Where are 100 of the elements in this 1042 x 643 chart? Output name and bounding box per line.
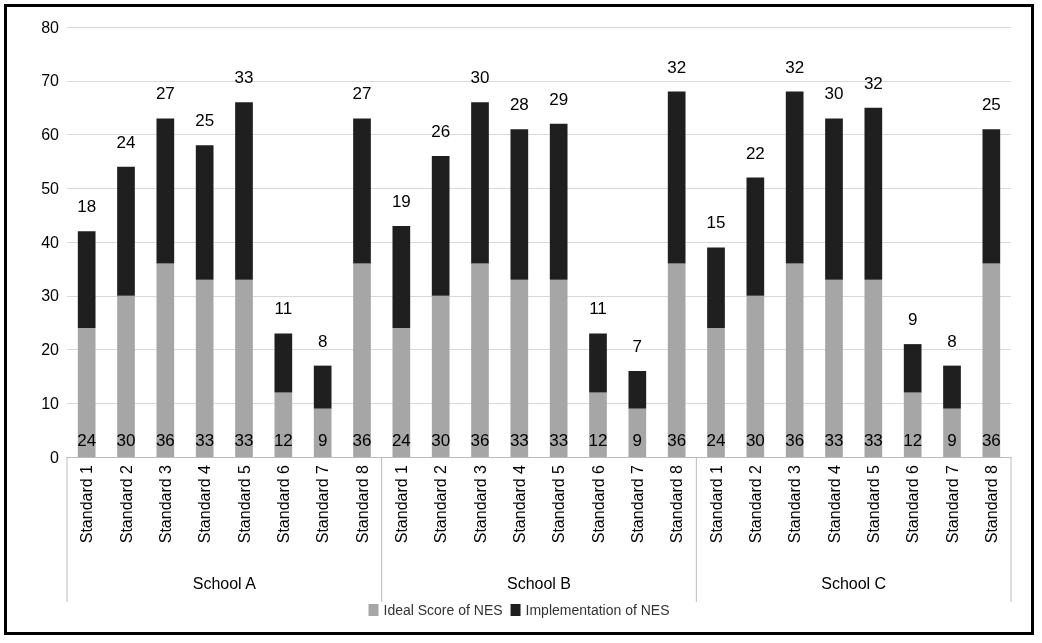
text: School B: [506, 574, 572, 592]
bar: [785, 263, 804, 457]
data-label: 9: [947, 431, 957, 450]
data-label: 11: [589, 299, 607, 319]
bar: [77, 231, 96, 328]
data-label: 32: [863, 73, 883, 93]
data-label: 33: [195, 431, 215, 450]
bar: [431, 295, 450, 457]
y-tick-label: 70: [41, 72, 60, 90]
data-label: 9: [632, 431, 643, 450]
data-label: 30: [745, 431, 765, 450]
bar: [471, 102, 489, 264]
bar: [313, 408, 332, 457]
bar: [825, 118, 843, 280]
x-tick-label: Standard 3: [156, 464, 174, 544]
data-label: 36: [785, 431, 805, 450]
data-label: 8: [947, 331, 957, 351]
data-label: 36: [981, 431, 1001, 450]
x-tick-label: Standard 1: [78, 464, 96, 544]
bar: [982, 263, 1001, 457]
data-label: 33: [234, 68, 254, 88]
bar: [943, 365, 961, 409]
x-tick-label: Standard 1: [707, 464, 725, 544]
bar: [117, 295, 135, 457]
data-label: 29: [549, 89, 569, 109]
bar: [117, 166, 135, 296]
x-tick-label: Standard 4: [196, 464, 214, 544]
bar: [903, 392, 922, 457]
bar: [667, 263, 686, 457]
data-label: 8: [317, 331, 328, 351]
bar: [667, 91, 686, 264]
data-label: 33: [234, 431, 254, 450]
text: School A: [192, 574, 257, 592]
data-label: 24: [77, 431, 97, 450]
bar: [235, 279, 253, 457]
data-label: 12: [588, 431, 608, 450]
bar: [235, 102, 253, 280]
data-label: 30: [116, 431, 136, 450]
x-tick-label: Standard 2: [746, 464, 764, 544]
data-label: 25: [195, 111, 215, 131]
x-tick-label: Standard 1: [392, 464, 410, 544]
x-tick-label: Standard 7: [628, 464, 646, 544]
data-label: 19: [391, 191, 411, 211]
x-tick-label: Standard 4: [510, 464, 528, 544]
x-tick-label: Standard 6: [274, 464, 292, 544]
data-label: 27: [155, 84, 175, 104]
data-label: 11: [274, 299, 293, 319]
data-label: 33: [549, 431, 569, 450]
data-label: 33: [863, 431, 883, 450]
y-tick-label: 50: [41, 179, 60, 197]
bar: [864, 279, 883, 457]
data-label: 24: [706, 431, 726, 450]
bar: [353, 118, 371, 264]
bar: [864, 107, 883, 280]
y-tick-label: 80: [41, 18, 60, 36]
bar: [628, 408, 647, 457]
x-tick-label: Standard 2: [432, 464, 450, 544]
x-tick-label: Standard 8: [982, 464, 1000, 544]
y-tick-label: 30: [41, 287, 60, 305]
x-tick-label: Standard 3: [786, 464, 804, 544]
bar: [746, 295, 765, 457]
data-label: 30: [470, 68, 490, 88]
x-tick-label: Standard 2: [117, 464, 135, 544]
data-label: 30: [431, 431, 451, 450]
data-label: 26: [431, 122, 451, 141]
data-label: 12: [273, 431, 293, 450]
data-label: 33: [509, 431, 529, 450]
bar: [549, 123, 568, 280]
legend-label: Ideal Score of NES: [383, 602, 503, 618]
data-label: 28: [509, 95, 529, 115]
data-label: 24: [391, 431, 411, 450]
data-label: 9: [317, 431, 328, 450]
x-tick-label: Standard 5: [864, 464, 882, 544]
bar: [943, 408, 961, 457]
bar: [825, 279, 843, 457]
data-label: 25: [981, 95, 1001, 115]
data-label: 33: [824, 431, 844, 450]
bar: [195, 145, 214, 280]
data-label: 36: [470, 431, 490, 450]
bar: [195, 279, 214, 457]
x-tick-label: Standard 6: [904, 464, 922, 544]
x-tick-label: Standard 7: [943, 464, 961, 544]
bar: [77, 328, 96, 457]
x-tick-label: Standard 7: [314, 464, 332, 544]
bar: [471, 263, 489, 457]
data-label: 36: [352, 431, 372, 450]
bar: [589, 392, 607, 457]
x-tick-label: Standard 8: [353, 464, 371, 544]
data-label: 9: [907, 310, 918, 330]
data-label: 12: [903, 431, 923, 450]
bar: [785, 91, 804, 264]
bar: [510, 129, 529, 280]
data-label: 22: [745, 143, 765, 163]
bar: [392, 225, 411, 328]
bar: [589, 333, 607, 393]
bar: [431, 156, 450, 296]
y-tick-label: 10: [41, 394, 60, 412]
data-label: 32: [785, 57, 805, 77]
bar: [313, 365, 332, 409]
data-label: 36: [155, 431, 175, 450]
